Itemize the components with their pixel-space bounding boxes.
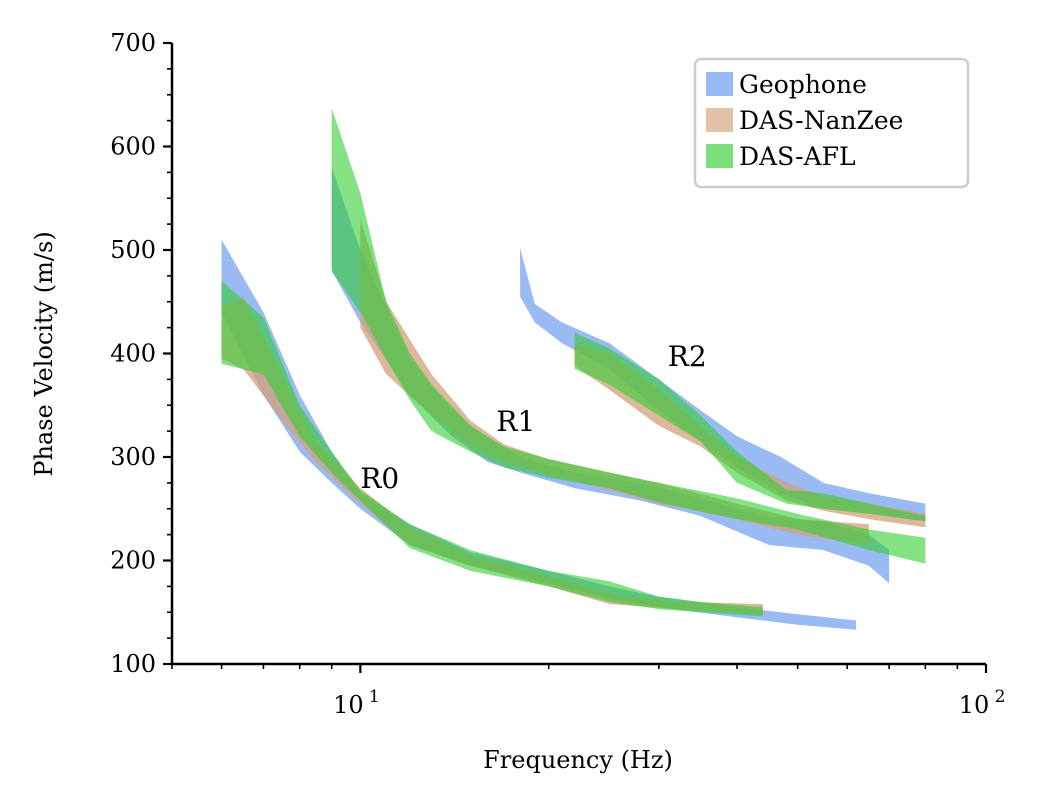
y-axis-ticks: 100 200 300 400 500 600 700 [110,29,172,678]
y-tick-label: 100 [110,650,156,678]
legend-swatch [706,108,733,132]
legend: Geophone DAS-NanZee DAS-AFL [693,57,970,189]
mode-label-r2: R2 [668,340,707,373]
y-tick-label: 300 [110,443,156,471]
x-tick-label: 10 [959,691,990,719]
y-axis-label: Phase Velocity (m/s) [30,231,58,476]
legend-label: Geophone [739,70,867,99]
x-tick-label: 10 [333,691,364,719]
mode-label-r0: R0 [360,462,399,495]
x-tick-exponent: 2 [995,687,1006,707]
x-tick-exponent: 1 [369,687,380,707]
y-tick-label: 700 [110,29,156,57]
y-tick-label: 200 [110,547,156,575]
das-afl-r1-band [331,108,926,564]
mode-label-r1: R1 [496,405,535,438]
y-tick-label: 600 [110,133,156,161]
dispersion-bands [221,108,926,630]
mode-labels: R0 R1 R2 [360,340,706,495]
legend-frame [693,57,970,189]
legend-swatch [706,144,733,168]
das-afl-r2-band [574,332,926,522]
x-axis-ticks: 10 1 10 2 [171,664,1006,719]
y-tick-label: 500 [110,236,156,264]
legend-label: DAS-AFL [739,142,856,171]
legend-label: DAS-NanZee [739,106,903,135]
x-axis-label: Frequency (Hz) [483,746,673,774]
legend-swatch [706,72,733,96]
geophone-r1-band [331,167,890,584]
y-tick-label: 400 [110,340,156,368]
